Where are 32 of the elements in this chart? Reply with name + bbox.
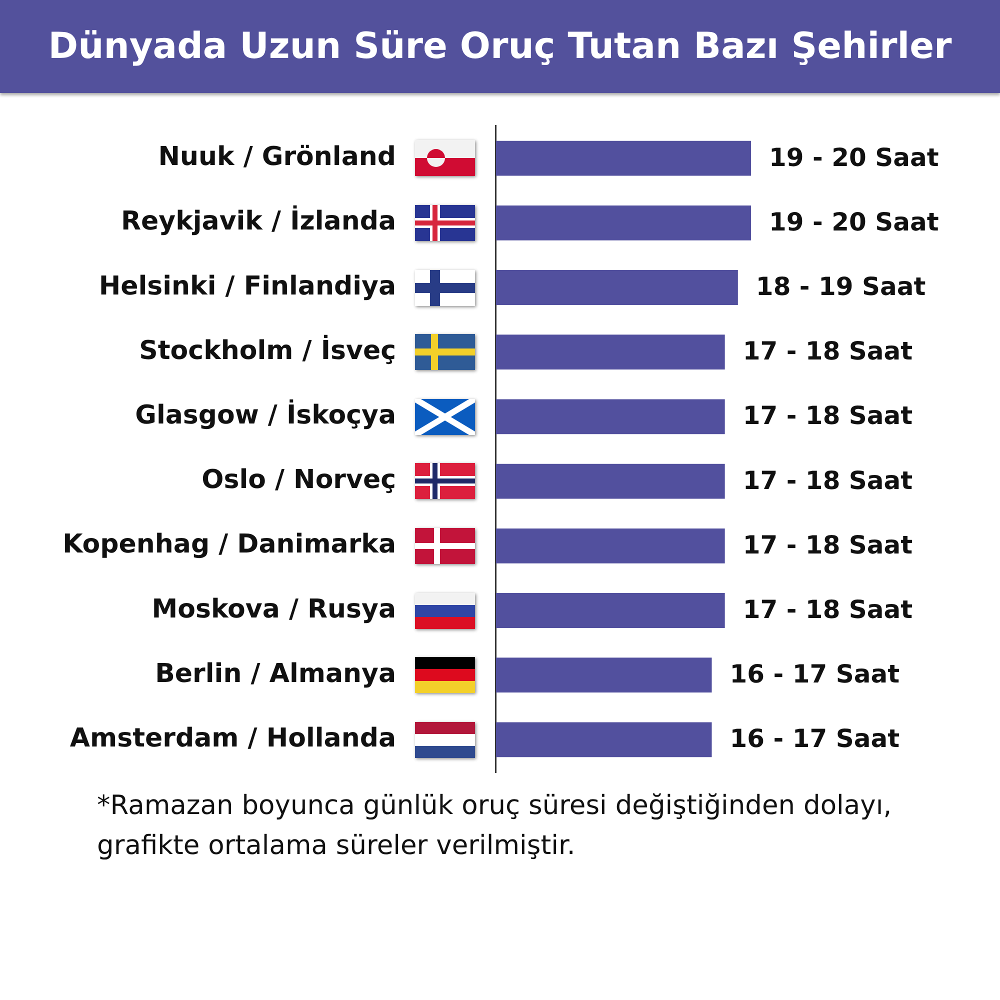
data-label: 17 - 18 Saat bbox=[742, 401, 913, 430]
data-label: 19 - 20 Saat bbox=[769, 142, 939, 172]
bar bbox=[496, 593, 725, 628]
y-tick-label: Stockholm / İsveç bbox=[139, 334, 396, 366]
data-label: 17 - 18 Saat bbox=[742, 336, 913, 366]
bar bbox=[496, 205, 751, 240]
data-label: 17 - 18 Saat bbox=[742, 466, 913, 495]
bar bbox=[496, 722, 712, 758]
y-tick-label: Helsinki / Finlandiya bbox=[98, 271, 396, 302]
y-tick-label: Nuuk / Grönland bbox=[158, 142, 396, 172]
data-label: 18 - 19 Saat bbox=[756, 272, 926, 301]
data-label: 16 - 17 Saat bbox=[730, 660, 900, 689]
bar bbox=[496, 270, 738, 305]
text: *Ramazan boyunca günlük oruç süresi değiştiğinden dolayı, grafikte ortalama süreler verilmiştir. bbox=[97, 789, 893, 863]
bar bbox=[496, 399, 725, 434]
data-label: 19 - 20 Saat bbox=[769, 207, 939, 236]
y-tick-label: Moskova / Rusya bbox=[152, 594, 396, 624]
data-label: 16 - 17 Saat bbox=[730, 724, 900, 754]
y-tick-label: Reykjavik / İzlanda bbox=[120, 204, 396, 237]
bar bbox=[496, 140, 751, 176]
y-tick-label: Berlin / Almanya bbox=[155, 658, 396, 689]
bar bbox=[496, 658, 712, 693]
chart-title: Dünyada Uzun Süre Oruç Tutan Bazı Şehirler bbox=[48, 26, 952, 67]
bar bbox=[496, 334, 725, 370]
bar bbox=[496, 528, 725, 564]
y-tick-label: Glasgow / İskoçya bbox=[135, 398, 396, 430]
y-tick-label: Amsterdam / Hollanda bbox=[70, 723, 396, 754]
data-label: 17 - 18 Saat bbox=[742, 595, 913, 624]
y-tick-label: Oslo / Norveç bbox=[202, 465, 396, 496]
y-tick-label: Kopenhag / Danimarka bbox=[62, 530, 396, 560]
bar bbox=[496, 464, 725, 499]
data-label: 17 - 18 Saat bbox=[742, 530, 913, 560]
